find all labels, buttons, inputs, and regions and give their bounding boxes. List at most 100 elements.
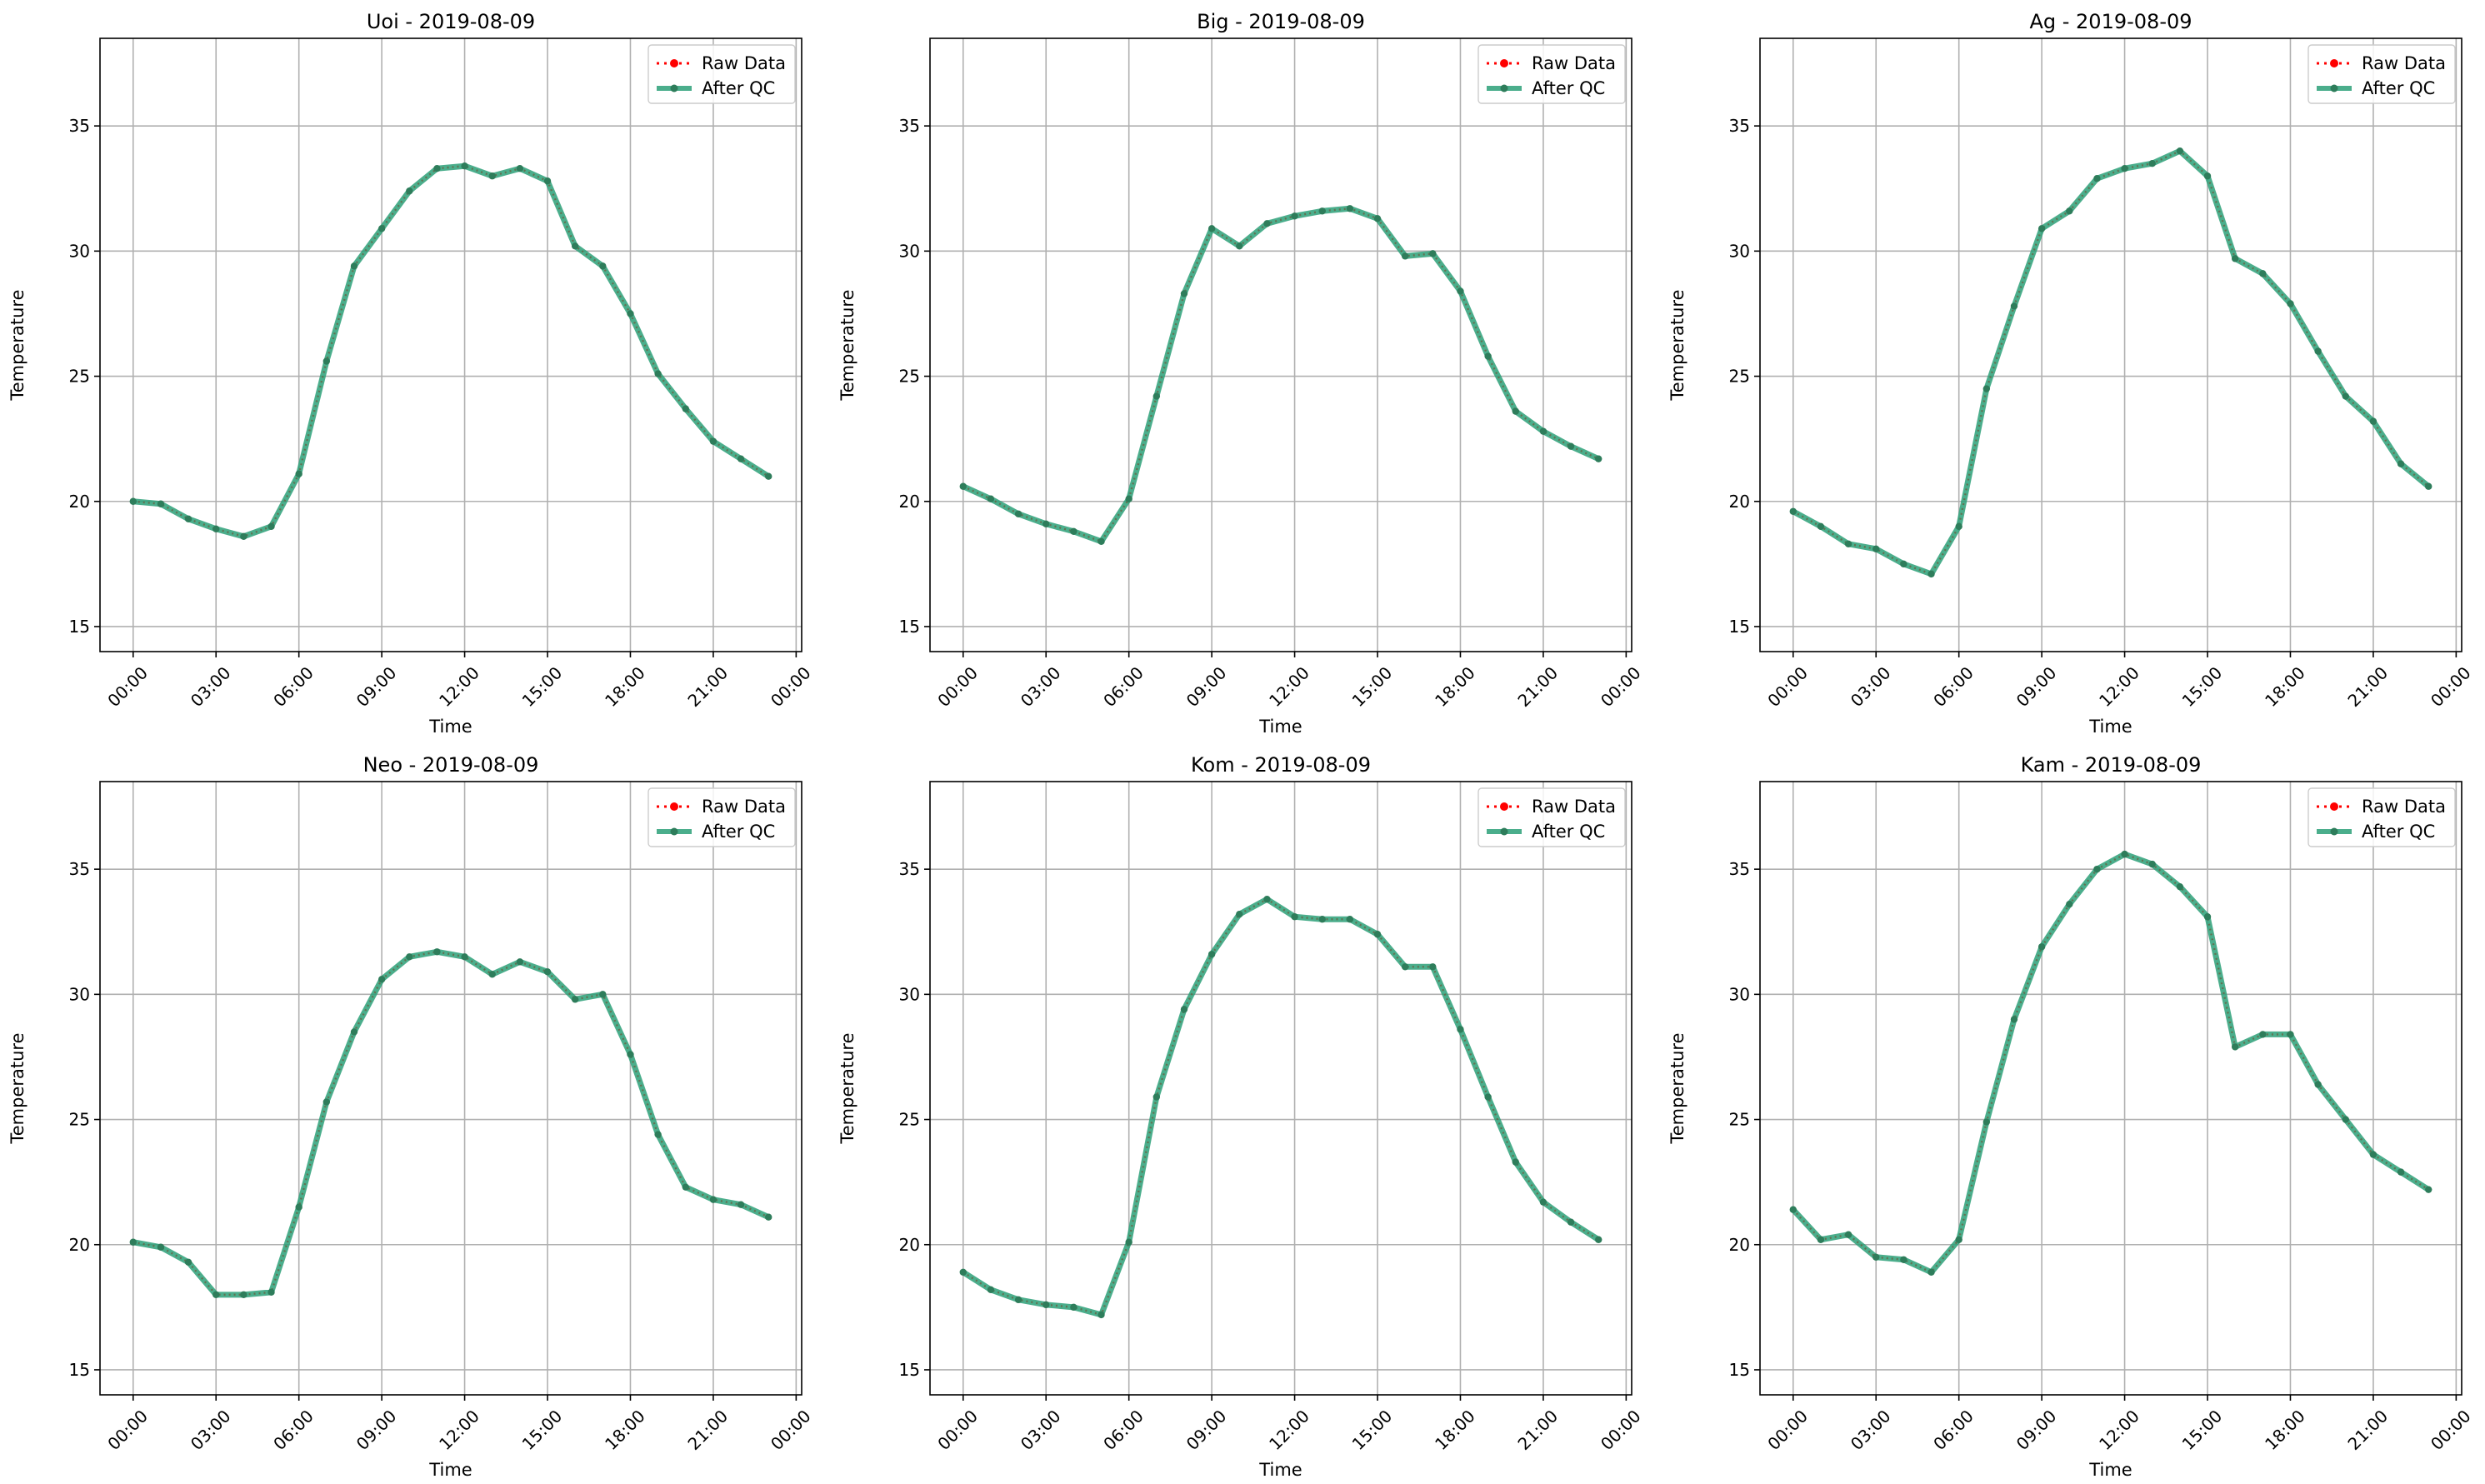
y-axis-label: Temperature <box>838 289 858 401</box>
data-point <box>765 1213 772 1221</box>
data-point <box>1208 951 1216 958</box>
y-tick-label: 35 <box>899 859 920 879</box>
y-tick-label: 25 <box>899 367 920 387</box>
data-point <box>1457 1026 1464 1033</box>
legend-label-after-qc: After QC <box>2362 822 2435 842</box>
x-tick-label: 00:00 <box>103 662 152 711</box>
x-tick-label: 03:00 <box>187 1406 235 1454</box>
x-axis-label: Time <box>428 717 472 737</box>
data-point <box>2203 913 2212 921</box>
data-point <box>2425 482 2432 490</box>
data-point <box>1042 520 1050 527</box>
data-point <box>1789 1206 1797 1213</box>
legend-marker-after-qc <box>2330 84 2338 92</box>
grid <box>100 782 802 1395</box>
data-point <box>406 187 413 195</box>
legend-label-raw-data: Raw Data <box>702 797 786 817</box>
x-tick-label: 06:00 <box>1929 1406 1978 1454</box>
legend-label-raw-data: Raw Data <box>1532 53 1616 73</box>
data-point <box>1955 1236 1962 1243</box>
data-point <box>599 991 607 998</box>
series-line-raw-data <box>132 164 769 538</box>
series-line-after-qc <box>1790 147 2432 577</box>
x-tick-label: 12:00 <box>2095 1406 2143 1454</box>
data-point <box>682 405 689 412</box>
x-tick-label: 21:00 <box>683 1406 732 1454</box>
data-point <box>1014 1296 1022 1304</box>
data-point <box>2287 300 2294 307</box>
data-point <box>1098 1311 1105 1319</box>
x-tick-label: 00:00 <box>767 1406 815 1454</box>
series-line-raw-data <box>962 897 1599 1317</box>
legend-label-raw-data: Raw Data <box>702 53 786 73</box>
y-axis-label: Temperature <box>8 289 28 401</box>
y-tick-label: 25 <box>69 367 90 387</box>
data-point <box>1928 570 1935 578</box>
axes-frame <box>99 37 802 652</box>
legend-marker-raw-data <box>2330 802 2338 811</box>
series-line-after-qc <box>1790 851 2432 1276</box>
data-point <box>2231 1043 2239 1051</box>
legend-marker-after-qc <box>1500 84 1508 92</box>
data-point <box>1817 1236 1825 1243</box>
axes-frame <box>1759 37 2462 652</box>
y-tick-label: 20 <box>69 492 90 512</box>
series-line-raw-data <box>132 951 769 1297</box>
y-tick-label: 35 <box>69 116 90 136</box>
data-point <box>212 1291 220 1299</box>
legend-label-raw-data: Raw Data <box>2362 53 2446 73</box>
data-point <box>737 1201 745 1208</box>
data-point <box>682 1183 689 1191</box>
chart-panel: 00:00 03:00 06:00 09:00 12:00 15:00 18:00 21:00… <box>1668 753 2475 1480</box>
data-point <box>268 1288 275 1297</box>
data-point <box>2176 147 2184 155</box>
chart-panel: 00:00 03:00 06:00 09:00 12:00 15:00 18:00 21:00… <box>8 753 815 1480</box>
data-point <box>987 495 995 502</box>
y-tick-label: 30 <box>69 241 90 261</box>
data-point <box>1098 537 1105 546</box>
data-point <box>1928 1268 1935 1277</box>
legend: Raw Data After QC <box>1478 787 1626 847</box>
data-point <box>1070 1303 1078 1312</box>
legend: Raw Data After QC <box>648 44 796 104</box>
data-point <box>295 470 302 477</box>
y-tick-label: 30 <box>1729 984 1750 1004</box>
data-point <box>2066 901 2073 908</box>
data-point <box>212 525 220 532</box>
data-point <box>987 1286 995 1294</box>
data-point <box>1484 352 1492 360</box>
data-point <box>1014 510 1022 517</box>
data-point <box>240 1291 248 1299</box>
data-point <box>1236 242 1243 250</box>
x-tick-label: 15:00 <box>2178 662 2227 711</box>
data-point <box>2148 860 2156 868</box>
data-point <box>1789 507 1797 515</box>
data-point <box>1042 1301 1050 1309</box>
grid <box>1760 782 2462 1395</box>
y-tick-label: 30 <box>1729 241 1750 261</box>
data-point <box>543 968 552 976</box>
data-point <box>1263 895 1271 903</box>
x-tick-label: 21:00 <box>683 662 732 711</box>
legend-marker-raw-data <box>1500 59 1508 67</box>
data-point <box>129 1238 137 1246</box>
y-tick-label: 25 <box>69 1110 90 1130</box>
x-tick-label: 06:00 <box>1099 662 1148 711</box>
chart-title: Kom - 2019-08-09 <box>1191 753 1371 777</box>
data-point <box>433 165 441 172</box>
data-point <box>2425 1186 2432 1193</box>
axes-frame <box>929 781 1632 1396</box>
x-tick-label: 00:00 <box>767 662 815 711</box>
y-tick-label: 15 <box>899 617 920 637</box>
y-axis-label: Temperature <box>838 1032 858 1144</box>
data-point <box>1180 1006 1188 1013</box>
data-point <box>1152 1093 1161 1101</box>
legend-marker-after-qc <box>670 84 678 92</box>
data-point <box>1125 1238 1132 1246</box>
y-tick-label: 20 <box>899 492 920 512</box>
series-line-raw-data <box>1792 852 2429 1274</box>
data-point <box>959 1268 967 1277</box>
data-point <box>2066 207 2073 215</box>
data-point <box>184 1258 192 1266</box>
data-point <box>2259 1031 2267 1038</box>
